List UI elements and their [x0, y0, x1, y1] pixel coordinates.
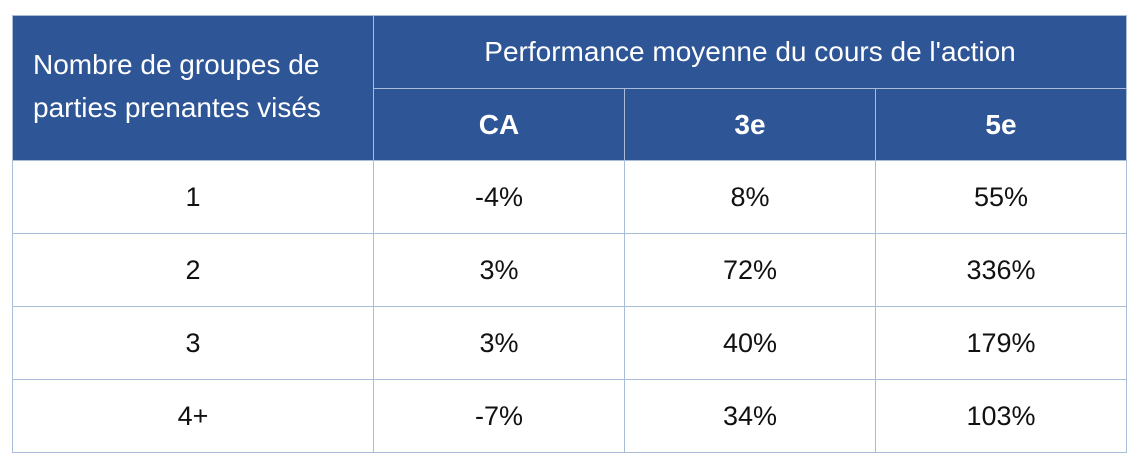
row-label: 4+	[12, 379, 374, 453]
table-row: 1 -4% 8% 55%	[12, 160, 1128, 234]
cell-5e: 179%	[874, 306, 1128, 380]
row-label: 3	[12, 306, 374, 380]
cell-ca: 3%	[373, 306, 625, 380]
cell-ca: -7%	[373, 379, 625, 453]
column-header-ca: CA	[373, 88, 625, 161]
row-label: 2	[12, 233, 374, 307]
performance-table-container: Nombre de groupes de parties prenantes v…	[12, 15, 1128, 453]
group-header-stock-performance: Performance moyenne du cours de l'action	[372, 15, 1128, 89]
table-row: 4+ -7% 34% 103%	[12, 379, 1128, 453]
cell-3e: 34%	[624, 379, 876, 453]
row-header-stakeholder-groups: Nombre de groupes de parties prenantes v…	[12, 15, 374, 161]
table-row: 2 3% 72% 336%	[12, 233, 1128, 307]
table-header: Nombre de groupes de parties prenantes v…	[12, 15, 1128, 161]
cell-5e: 103%	[874, 379, 1128, 453]
header-row-periods: CA 3e 5e	[13, 88, 1128, 161]
cell-ca: -4%	[373, 160, 625, 234]
column-header-5e: 5e	[874, 88, 1128, 161]
column-header-3e: 3e	[624, 88, 876, 161]
cell-3e: 72%	[624, 233, 876, 307]
cell-3e: 8%	[624, 160, 876, 234]
header-row-group: Nombre de groupes de parties prenantes v…	[12, 15, 1128, 161]
cell-3e: 40%	[624, 306, 876, 380]
table-body: 1 -4% 8% 55% 2 3% 72% 336% 3 3% 40% 179%…	[12, 160, 1128, 453]
row-label: 1	[12, 160, 374, 234]
performance-table: Nombre de groupes de parties prenantes v…	[12, 15, 1128, 453]
cell-5e: 55%	[874, 160, 1128, 234]
table-row: 3 3% 40% 179%	[12, 306, 1128, 380]
cell-ca: 3%	[373, 233, 625, 307]
cell-5e: 336%	[874, 233, 1128, 307]
